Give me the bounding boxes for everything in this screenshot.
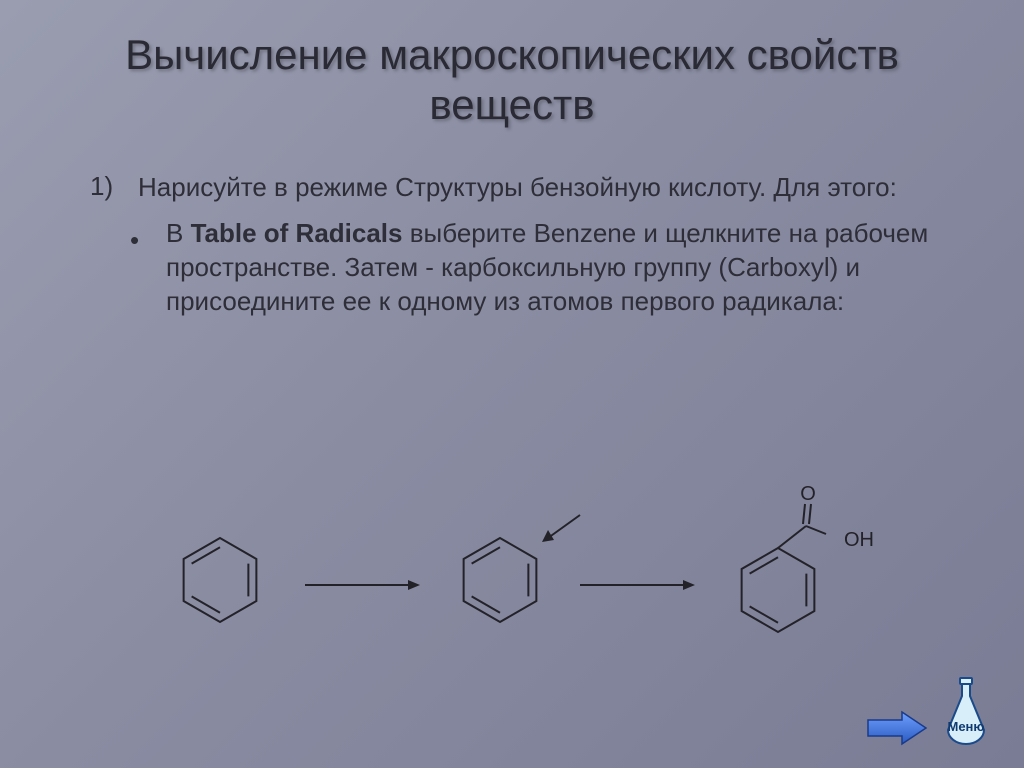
- bullet-pre: В: [166, 218, 191, 248]
- svg-text:O: O: [800, 483, 816, 505]
- slide-title: Вычисление макроскопических свойств веще…: [60, 30, 964, 131]
- content-block: 1) Нарисуйте в режиме Структуры бензойну…: [60, 171, 964, 319]
- bullet-bold: Table of Radicals: [191, 218, 403, 248]
- nav-buttons: Меню: [866, 676, 994, 748]
- item-number: 1): [90, 171, 120, 204]
- reaction-diagram: O OH: [130, 470, 910, 670]
- item-text: Нарисуйте в режиме Структуры бензойную к…: [138, 171, 897, 204]
- bullet-item: • В Table of Radicals выберите Benzene и…: [130, 217, 944, 318]
- numbered-item: 1) Нарисуйте в режиме Структуры бензойну…: [90, 171, 944, 204]
- menu-label: Меню: [947, 719, 984, 734]
- menu-button[interactable]: Меню: [938, 676, 994, 748]
- slide-container: Вычисление макроскопических свойств веще…: [0, 0, 1024, 768]
- next-arrow-button[interactable]: [866, 708, 928, 748]
- bullet-text: В Table of Radicals выберите Benzene и щ…: [166, 217, 944, 318]
- svg-text:OH: OH: [844, 529, 874, 551]
- bullet-dot: •: [130, 217, 148, 318]
